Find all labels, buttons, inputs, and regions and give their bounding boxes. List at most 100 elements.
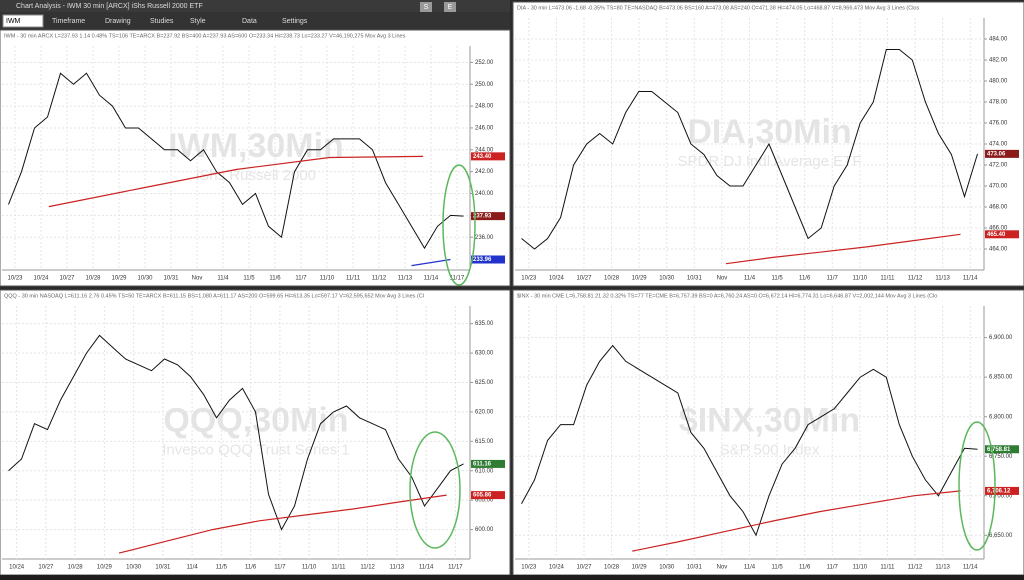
menu-item[interactable]: Style [190,18,206,25]
x-tick-label: Nov [192,276,203,282]
menu-item[interactable]: Settings [282,18,308,25]
x-tick-label: 11/6 [269,276,281,282]
y-tick-label: 615.00 [475,439,494,445]
x-tick-label: 10/31 [155,565,171,571]
x-tick-label: 10/29 [632,565,648,571]
y-tick-label: 472.00 [989,163,1008,169]
y-tick-label: 464.00 [989,247,1008,253]
watermark-subtitle: SPDR DJ Indl Average ETF [678,153,862,170]
x-tick-label: 11/13 [935,565,950,571]
y-tick-label: 605.00 [475,498,494,504]
menu-item[interactable]: Timeframe [52,18,85,25]
price-tag [985,445,1019,454]
x-tick-label: 11/14 [963,276,978,282]
y-tick-label: 6,650.00 [989,533,1013,539]
price-line [8,334,464,531]
x-tick-label: 10/28 [85,276,101,282]
watermark-subtitle: S&P 500 Index [720,441,820,458]
chart-pane [0,289,511,576]
x-tick-label: 11/4 [187,565,199,571]
x-tick-label: 11/11 [880,276,895,282]
x-tick-label: 11/13 [390,565,405,571]
x-tick-label: 10/24 [549,565,565,571]
y-tick-label: 630.00 [475,351,494,357]
price-line [48,155,424,208]
toolbar [0,12,510,30]
watermark: QQQ,30Min [163,401,348,439]
x-tick-label: 11/7 [827,565,839,571]
x-tick-label: 10/27 [59,276,75,282]
y-tick-label: 476.00 [989,121,1008,127]
chart-header: IWM - 30 min ARCX L=237.93 1.14 0.48% TS… [4,33,406,39]
watermark-subtitle: Invesco QQQ Trust Series 1 [162,441,350,458]
x-tick-label: 10/30 [659,565,675,571]
x-tick-label: 11/17 [448,565,463,571]
y-tick-label: 244.00 [475,147,494,153]
price-tag-label: 473.06 [987,151,1006,157]
button[interactable] [420,2,432,12]
x-tick-label: Nov [717,565,728,571]
x-tick-label: 10/28 [604,565,620,571]
chart-header: $INX - 30 min CME L=6,758.81 21.32 0.32%… [517,293,937,299]
x-tick-label: 11/13 [935,276,950,282]
annotation-ellipse [958,421,996,551]
price-line [521,344,978,537]
x-tick-label: 10/30 [659,276,675,282]
y-tick-label: 610.00 [475,468,494,474]
x-tick-label: 10/28 [604,276,620,282]
x-tick-label: 11/10 [853,565,868,571]
x-tick-label: 10/28 [68,565,84,571]
watermark: $INX,30Min [679,401,860,439]
x-tick-label: 11/14 [424,276,439,282]
price-line [521,49,978,250]
x-tick-label: 10/31 [687,565,703,571]
x-tick-label: 11/14 [419,565,434,571]
x-tick-label: 10/29 [111,276,127,282]
y-tick-label: 6,750.00 [989,454,1013,460]
chart-pane [0,29,511,287]
y-tick-label: 600.00 [475,527,494,533]
y-tick-label: 6,700.00 [989,493,1013,499]
y-tick-label: 478.00 [989,100,1008,106]
y-tick-label: 635.00 [475,321,494,327]
x-tick-label: 11/12 [360,565,375,571]
x-tick-label: 10/29 [97,565,113,571]
x-tick-label: 11/11 [331,565,346,571]
x-tick-label: 11/10 [853,276,868,282]
menu-item[interactable]: Data [242,18,257,25]
button[interactable] [444,2,456,12]
title-bar [0,0,510,12]
x-tick-label: 11/17 [450,276,465,282]
button-label: S [424,4,429,11]
price-tag [471,255,505,264]
annotation-ellipse [409,431,461,549]
x-tick-label: 10/23 [7,276,23,282]
menu-item[interactable]: Drawing [105,18,131,25]
x-tick-label: 10/27 [576,276,592,282]
price-line [632,490,961,552]
y-tick-label: 620.00 [475,409,494,415]
y-tick-label: 482.00 [989,58,1008,64]
x-tick-label: 10/31 [163,276,179,282]
x-tick-label: 11/4 [744,276,756,282]
x-tick-label: 10/23 [521,276,537,282]
x-tick-label: 11/13 [398,276,413,282]
symbol-box[interactable] [2,14,44,28]
symbol: IWM [6,18,21,25]
x-tick-label: 11/4 [744,565,756,571]
y-tick-label: 6,800.00 [989,414,1013,420]
x-tick-label: 11/5 [216,565,228,571]
x-tick-label: 10/31 [687,276,703,282]
x-tick-label: 11/11 [880,565,895,571]
x-tick-label: 11/6 [799,565,811,571]
y-tick-label: 480.00 [989,79,1008,85]
y-tick-label: 246.00 [475,126,494,132]
price-tag [985,230,1019,239]
x-tick-label: 10/23 [521,565,537,571]
y-tick-label: 468.00 [989,205,1008,211]
price-tag-label: 233.96 [473,257,492,263]
price-line [118,494,447,554]
menu-item[interactable]: Studies [150,18,174,25]
button-label: E [448,4,453,11]
